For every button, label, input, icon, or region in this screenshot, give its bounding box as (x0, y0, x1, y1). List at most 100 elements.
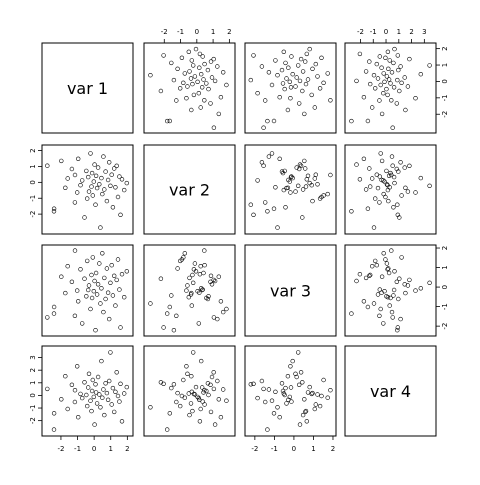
data-point (391, 287, 397, 293)
data-point (98, 301, 103, 306)
data-point (201, 390, 206, 395)
data-point (200, 85, 205, 90)
data-point (86, 189, 92, 194)
data-point (325, 395, 330, 400)
data-point (288, 364, 293, 369)
data-point (289, 54, 294, 59)
data-point (288, 95, 293, 101)
data-point (198, 105, 203, 110)
data-point (93, 270, 99, 276)
data-point (303, 184, 309, 189)
data-point (178, 86, 183, 91)
data-point (198, 264, 203, 269)
tick-label: -2 (251, 445, 258, 453)
data-point (69, 382, 75, 387)
data-point (397, 276, 402, 281)
data-point (298, 370, 304, 375)
data-point (84, 294, 89, 299)
data-point (206, 392, 211, 398)
data-point (215, 64, 220, 69)
data-point (216, 111, 222, 117)
data-point (191, 350, 196, 355)
data-point (197, 397, 202, 402)
data-point (89, 388, 95, 394)
data-point (303, 166, 308, 171)
panel-frame (41, 345, 134, 437)
data-point (179, 257, 185, 262)
data-point (51, 427, 57, 432)
tick-label: 2 (441, 46, 449, 50)
data-point (394, 101, 399, 106)
data-point (204, 388, 209, 394)
data-point (399, 193, 404, 198)
panel-frame (143, 42, 236, 134)
data-point (182, 71, 188, 76)
data-point (392, 269, 397, 274)
data-point (191, 63, 196, 68)
data-point (363, 69, 369, 74)
tick-label: 0 (29, 393, 37, 397)
data-point (206, 86, 211, 92)
data-point (148, 72, 153, 78)
data-point (97, 182, 102, 187)
data-point (285, 374, 291, 379)
data-point (386, 198, 391, 204)
data-point (119, 177, 125, 182)
data-point (248, 77, 254, 83)
data-point (161, 53, 166, 58)
data-point (392, 180, 397, 186)
data-point (78, 391, 83, 397)
data-point (265, 118, 270, 124)
data-point (186, 49, 192, 54)
data-point (221, 387, 226, 392)
data-point (113, 389, 118, 394)
data-point (175, 66, 180, 72)
data-point (312, 105, 317, 110)
data-point (89, 408, 94, 414)
data-point (184, 95, 189, 101)
data-point (407, 163, 412, 169)
data-point (403, 107, 408, 113)
data-point (95, 374, 101, 380)
tick-label: -2 (441, 323, 449, 330)
data-point (373, 196, 378, 201)
data-point (407, 277, 412, 283)
data-point (385, 49, 391, 54)
data-point (104, 266, 110, 271)
data-point (110, 205, 116, 210)
data-point (97, 392, 102, 397)
data-point (381, 178, 386, 183)
data-point (357, 272, 363, 277)
data-point (193, 269, 199, 274)
data-point (300, 187, 306, 192)
data-point (193, 46, 199, 52)
data-point (113, 185, 118, 190)
data-point (84, 403, 90, 409)
data-point (165, 311, 170, 316)
data-point (399, 255, 404, 260)
data-point (379, 274, 385, 279)
data-point (197, 51, 203, 57)
data-point (218, 299, 224, 304)
data-point (374, 61, 379, 67)
data-point (187, 69, 192, 74)
data-point (266, 387, 272, 392)
panel-frame (41, 244, 134, 337)
tick-label: -1 (271, 445, 278, 453)
data-point (288, 385, 294, 390)
data-point (251, 381, 256, 386)
data-point (248, 382, 254, 387)
tick-label: 3 (29, 355, 37, 359)
data-point (185, 283, 190, 288)
data-point (266, 70, 272, 75)
data-point (370, 264, 375, 269)
data-point (373, 86, 378, 91)
data-point (88, 151, 93, 156)
data-point (103, 169, 108, 174)
data-point (59, 274, 64, 279)
data-point (161, 325, 166, 330)
data-point (118, 212, 123, 218)
data-point (99, 175, 104, 181)
data-point (179, 55, 185, 60)
data-point (391, 293, 396, 298)
